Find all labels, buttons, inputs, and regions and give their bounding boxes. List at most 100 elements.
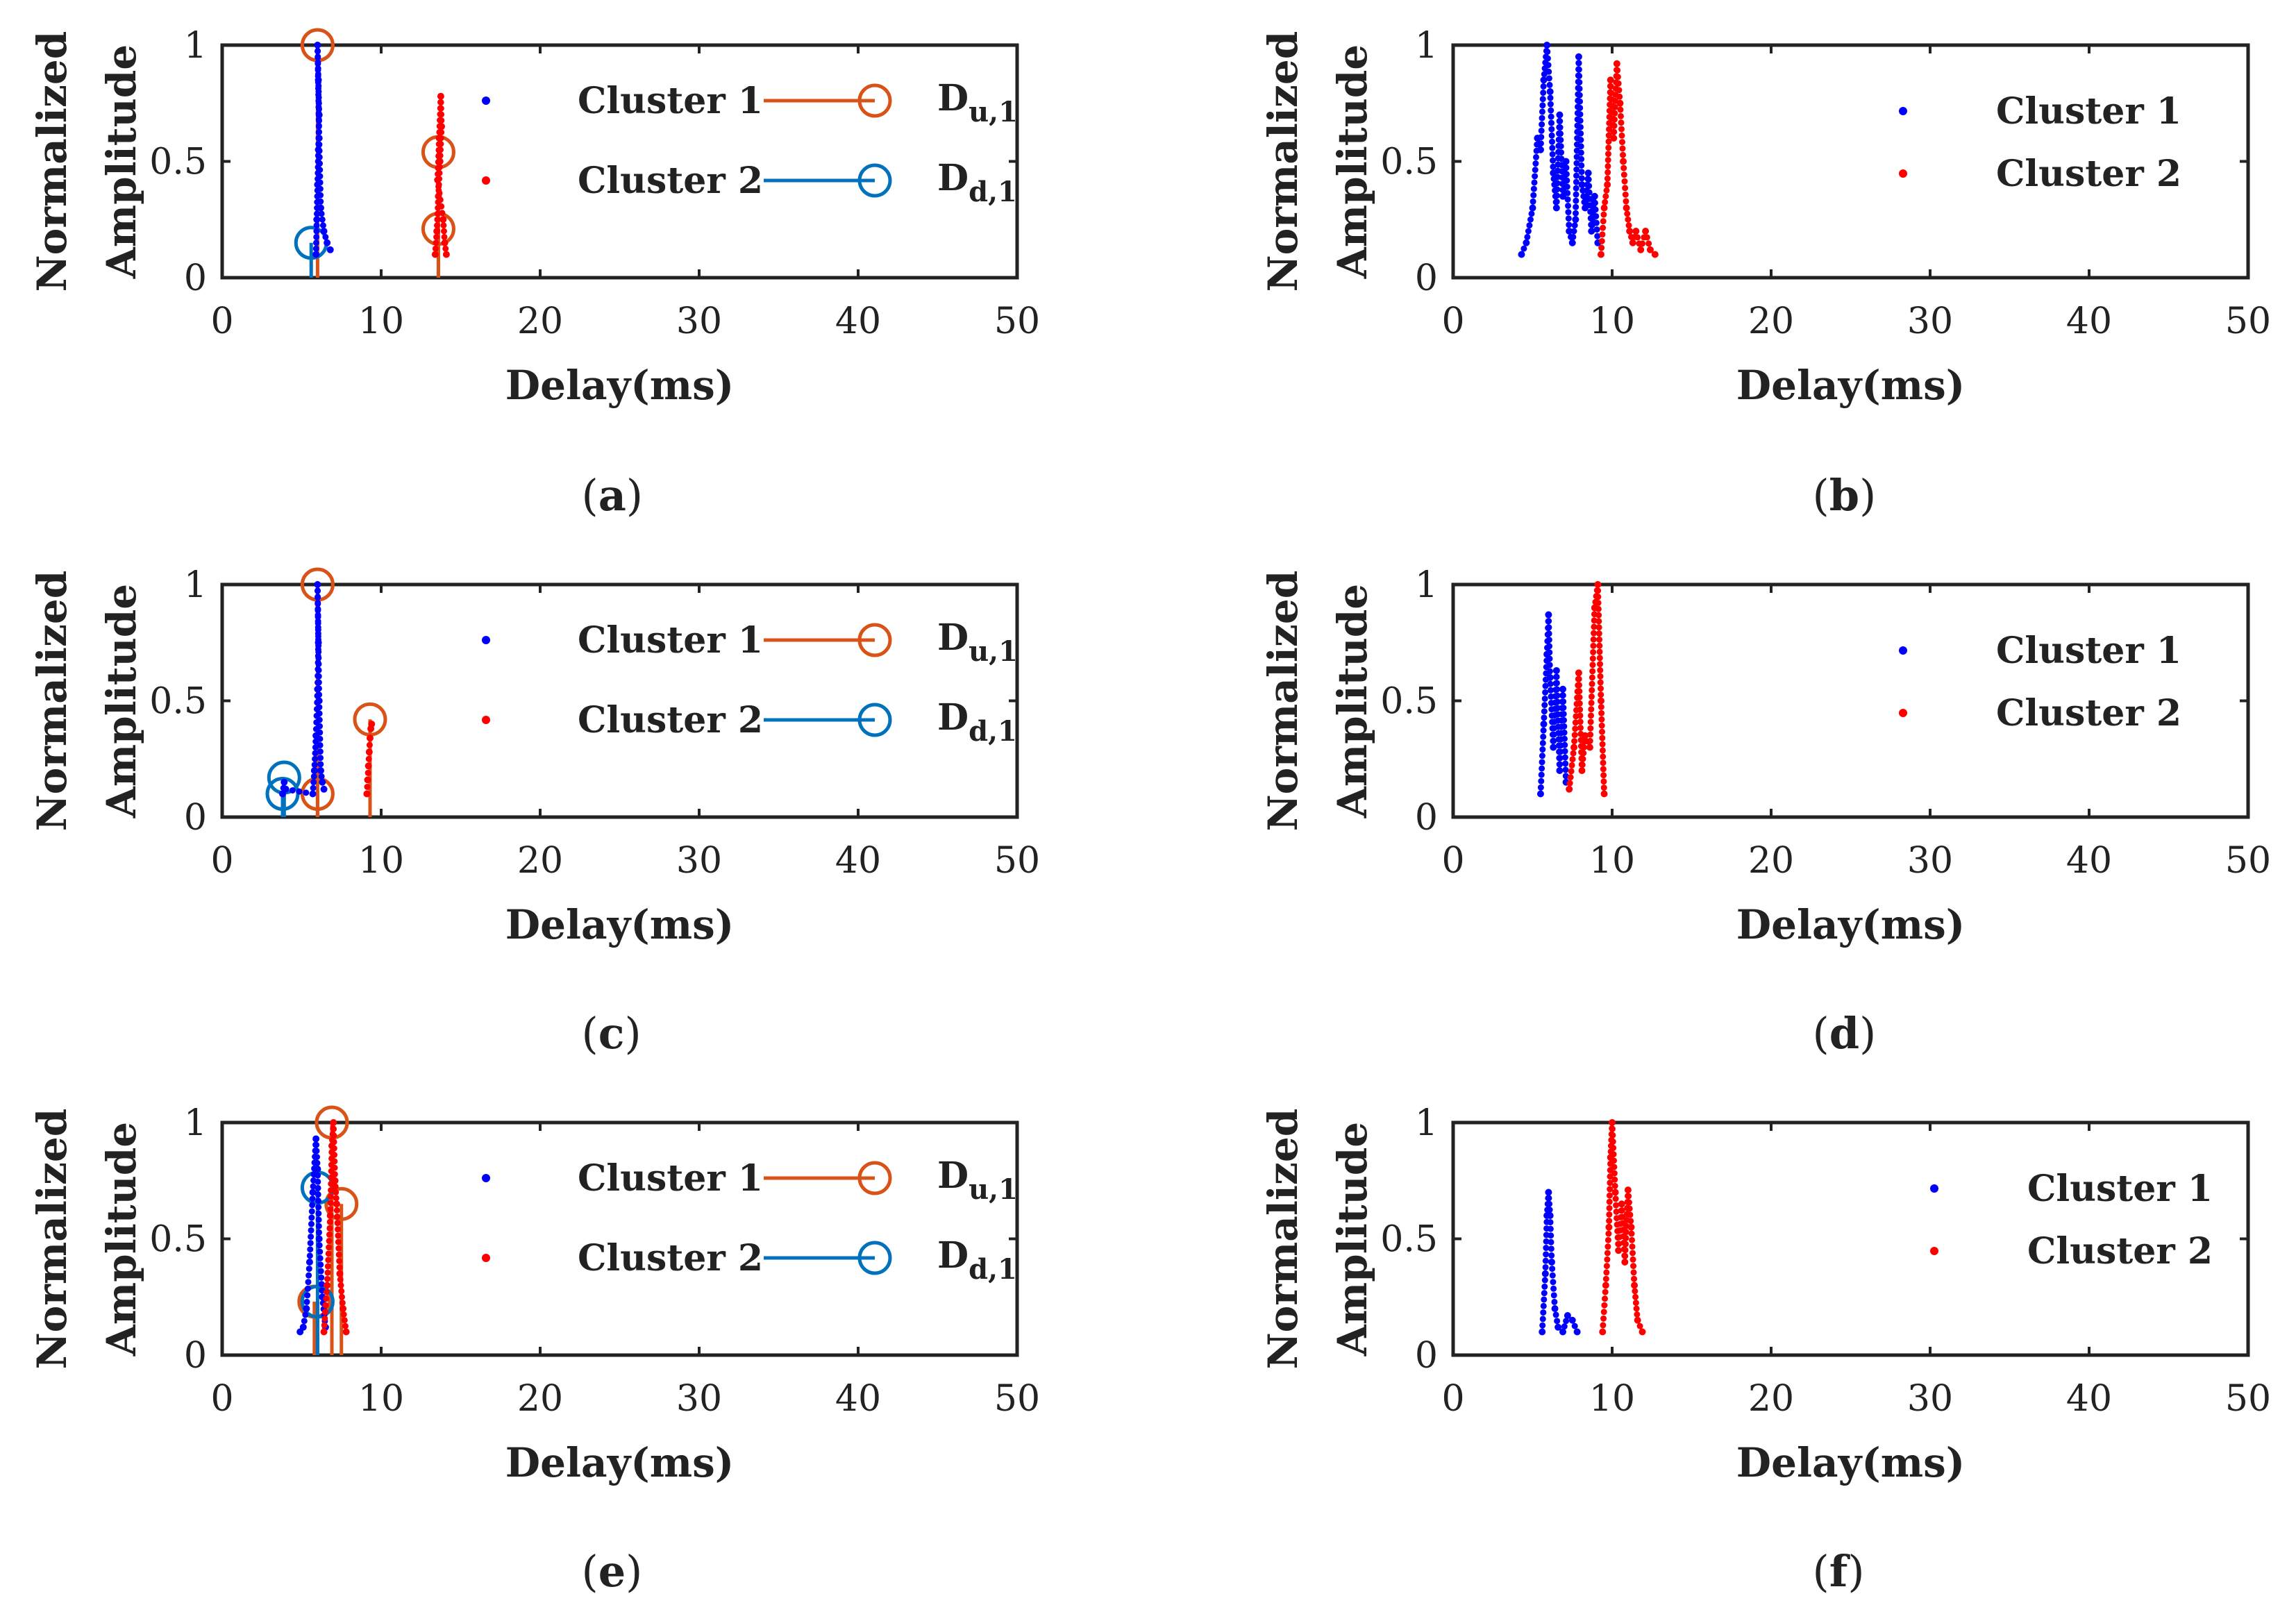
cluster-1-dot xyxy=(1548,1238,1555,1245)
cluster-1-dot xyxy=(315,1191,321,1198)
cluster-1-point xyxy=(1529,204,1536,212)
cluster-1-point xyxy=(314,1166,321,1173)
cluster-1-dot xyxy=(1541,1277,1548,1284)
cluster-1-dot xyxy=(1540,83,1547,90)
cluster-1-dot xyxy=(1575,66,1582,73)
x-tick-label: 20 xyxy=(1748,1378,1794,1420)
cluster-2-dot xyxy=(1572,725,1579,732)
cluster-1-point xyxy=(1591,192,1598,200)
cluster-2-point xyxy=(342,1328,350,1336)
cluster-1-dot xyxy=(1571,1322,1578,1329)
cluster-2-point xyxy=(1600,790,1608,798)
cluster-1-dot xyxy=(1541,695,1548,702)
cluster-1-dot xyxy=(1564,183,1570,190)
cluster-1-dot xyxy=(1538,127,1545,134)
cluster-1-dot xyxy=(315,103,322,110)
cluster-2-point xyxy=(1642,228,1650,235)
cluster-2-dot xyxy=(330,1132,337,1139)
cluster-2-dot xyxy=(335,1226,342,1233)
cluster-2-point xyxy=(1600,204,1608,212)
cluster-2-dot xyxy=(436,123,443,130)
cluster-1-dot xyxy=(1530,198,1536,205)
cluster-2-dot xyxy=(331,1164,338,1171)
cluster-2-point xyxy=(1620,158,1627,165)
cluster-2-dot xyxy=(1604,1256,1611,1263)
cluster-1-dot xyxy=(1539,746,1546,753)
cluster-2-dot xyxy=(1595,587,1602,594)
cluster-2-dot xyxy=(1595,605,1602,612)
cluster-2-dot xyxy=(1600,778,1607,785)
cluster-1-dot xyxy=(1576,92,1583,99)
cluster-2-dot xyxy=(1597,679,1604,686)
cluster-2-dot xyxy=(434,222,441,229)
cluster-1-dot xyxy=(1577,117,1584,124)
cluster-2-dot xyxy=(339,1300,346,1307)
cluster-1-dot xyxy=(310,784,317,791)
cluster-1-dot xyxy=(315,661,322,668)
y-tick-label: 1 xyxy=(1415,564,1438,606)
cluster-1-dot xyxy=(1586,189,1593,196)
cluster-2-dot xyxy=(1606,1204,1613,1211)
cluster-2-dot xyxy=(1577,724,1584,731)
cluster-1-dot xyxy=(1562,760,1569,767)
cluster-2-dot xyxy=(1618,119,1625,126)
cluster-2-dot xyxy=(437,111,444,118)
cluster-2-dot xyxy=(336,1257,343,1264)
legend-label-dd-sub: d,1 xyxy=(969,715,1017,748)
cluster-2-dot xyxy=(1622,185,1629,192)
cluster-2-point xyxy=(1594,581,1602,588)
caption-letter: a xyxy=(598,470,626,521)
cluster-2-dot xyxy=(1604,1243,1611,1250)
cluster-1-dot xyxy=(1562,773,1569,780)
legend-marker-cluster-2 xyxy=(482,1254,490,1262)
cluster-2-dot xyxy=(1620,171,1627,178)
cluster-2-dot xyxy=(334,1213,341,1220)
cluster-2-dot xyxy=(1591,617,1598,624)
cluster-1-dot xyxy=(313,1148,320,1154)
cluster-2-dot xyxy=(1607,83,1614,90)
cluster-2-point xyxy=(1639,1328,1646,1336)
cluster-2-dot xyxy=(1603,187,1610,194)
cluster-1-dot xyxy=(317,173,324,180)
cluster-2-point xyxy=(1566,785,1573,793)
cluster-1-dot xyxy=(1543,1238,1550,1245)
cluster-2-dot xyxy=(1614,67,1621,74)
legend-label-du: Du,1 xyxy=(937,77,1018,128)
cluster-1-dot xyxy=(1561,741,1568,748)
cluster-2-point xyxy=(441,239,449,246)
cluster-2-dot xyxy=(1619,145,1626,152)
subfigure-caption-d: (d) xyxy=(1813,1008,1877,1059)
cluster-2-point xyxy=(1615,1247,1623,1254)
cluster-1-dot xyxy=(1548,119,1555,126)
cluster-1-point xyxy=(313,216,321,224)
legend-label-du-base: D xyxy=(937,1154,969,1197)
cluster-1-dot xyxy=(1550,157,1557,164)
caption-open-paren: ( xyxy=(1813,1008,1829,1059)
cluster-1-dot xyxy=(1563,1318,1570,1325)
cluster-1-point xyxy=(1523,239,1530,246)
cluster-1-dot xyxy=(1544,49,1551,56)
caption-letter: f xyxy=(1829,1546,1850,1597)
cluster-2-dot xyxy=(325,1250,332,1257)
cluster-1-dot xyxy=(1557,761,1564,768)
cluster-2-point xyxy=(439,216,447,224)
cluster-1-dot xyxy=(315,673,322,680)
cluster-1-dot xyxy=(1557,137,1564,144)
cluster-1-dot xyxy=(313,1154,320,1161)
cluster-2-dot xyxy=(1567,774,1574,781)
cluster-1-point xyxy=(1564,1312,1571,1320)
legend-label-dd-sub: d,1 xyxy=(969,176,1017,208)
cluster-1-dot xyxy=(313,222,320,229)
cluster-2-dot xyxy=(334,1220,341,1227)
cluster-1-dot xyxy=(1545,630,1552,637)
cluster-1-dot xyxy=(1546,655,1553,662)
cluster-2-dot xyxy=(324,1269,331,1276)
caption-open-paren: ( xyxy=(1813,1546,1829,1597)
cluster-1-dot xyxy=(317,735,324,742)
cluster-2-dot xyxy=(326,1238,333,1245)
cluster-2-dot xyxy=(1604,1236,1611,1243)
x-tick-label: 0 xyxy=(210,301,233,342)
cluster-1-dot xyxy=(1540,733,1547,740)
cluster-2-dot xyxy=(1590,642,1597,649)
cluster-1-point xyxy=(1545,611,1552,619)
